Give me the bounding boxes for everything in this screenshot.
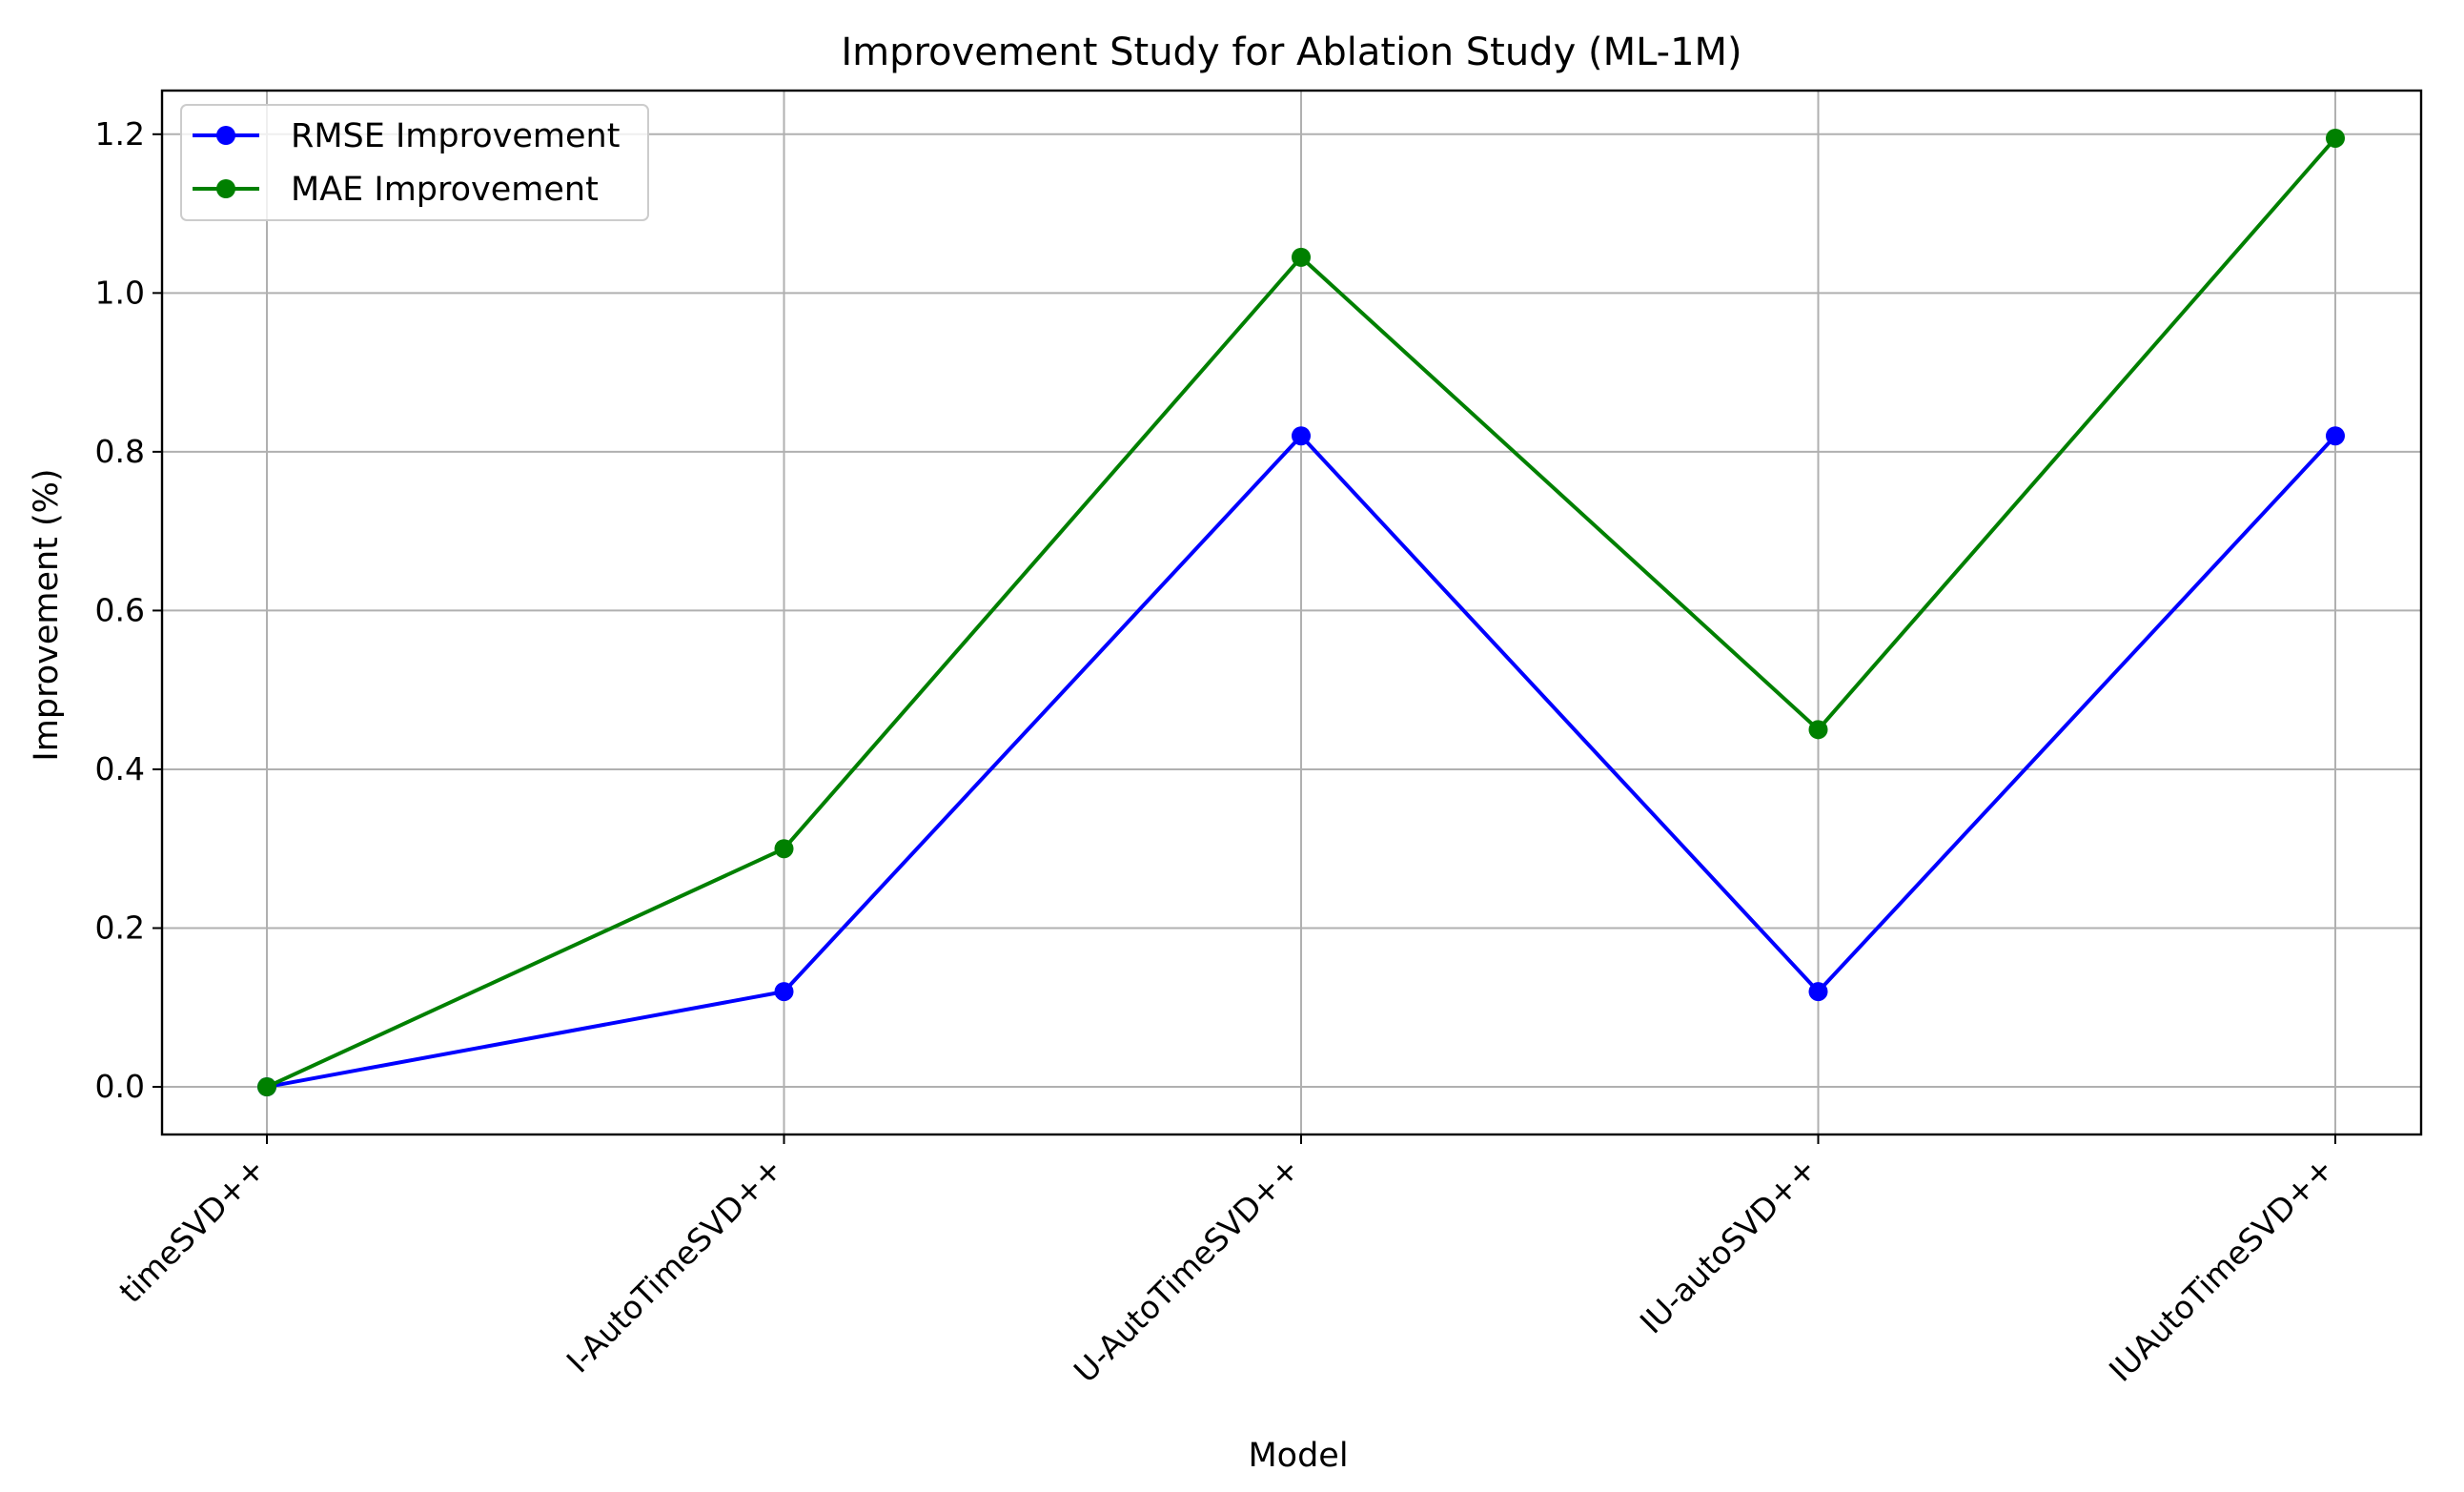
- legend-box: [180, 104, 649, 221]
- data-point: [1808, 982, 1828, 1002]
- legend-marker: [216, 179, 235, 198]
- y-tick-label: 0.4: [95, 750, 145, 787]
- chart-title: Improvement Study for Ablation Study (ML…: [841, 31, 1741, 74]
- y-tick-label: 1.0: [95, 274, 145, 311]
- y-axis: 0.0 0.2 0.4 0.6 0.8 1.0 1.2: [95, 115, 162, 1105]
- x-axis-title: Model: [1248, 1437, 1348, 1475]
- data-point: [257, 1077, 276, 1097]
- y-tick-label: 0.2: [95, 909, 145, 946]
- series-mae: [257, 128, 2345, 1097]
- y-tick-label: 0.8: [95, 433, 145, 470]
- legend-label: RMSE Improvement: [291, 117, 620, 155]
- y-tick-label: 0.6: [95, 591, 145, 628]
- data-point: [774, 839, 794, 859]
- data-point: [774, 982, 794, 1002]
- data-point: [1292, 247, 1311, 267]
- data-point: [1808, 720, 1828, 740]
- legend-label: MAE Improvement: [291, 171, 599, 209]
- legend-marker: [216, 126, 235, 145]
- plot-frame: [160, 89, 2423, 1136]
- data-point: [1292, 426, 1311, 446]
- y-tick-label: 1.2: [95, 115, 145, 153]
- y-tick-label: 0.0: [95, 1068, 145, 1105]
- legend: RMSE Improvement MAE Improvement: [180, 104, 649, 221]
- y-axis-title: Improvement (%): [28, 468, 66, 761]
- data-point: [2326, 426, 2345, 446]
- series-lines: [257, 128, 2345, 1097]
- data-point: [2326, 128, 2345, 148]
